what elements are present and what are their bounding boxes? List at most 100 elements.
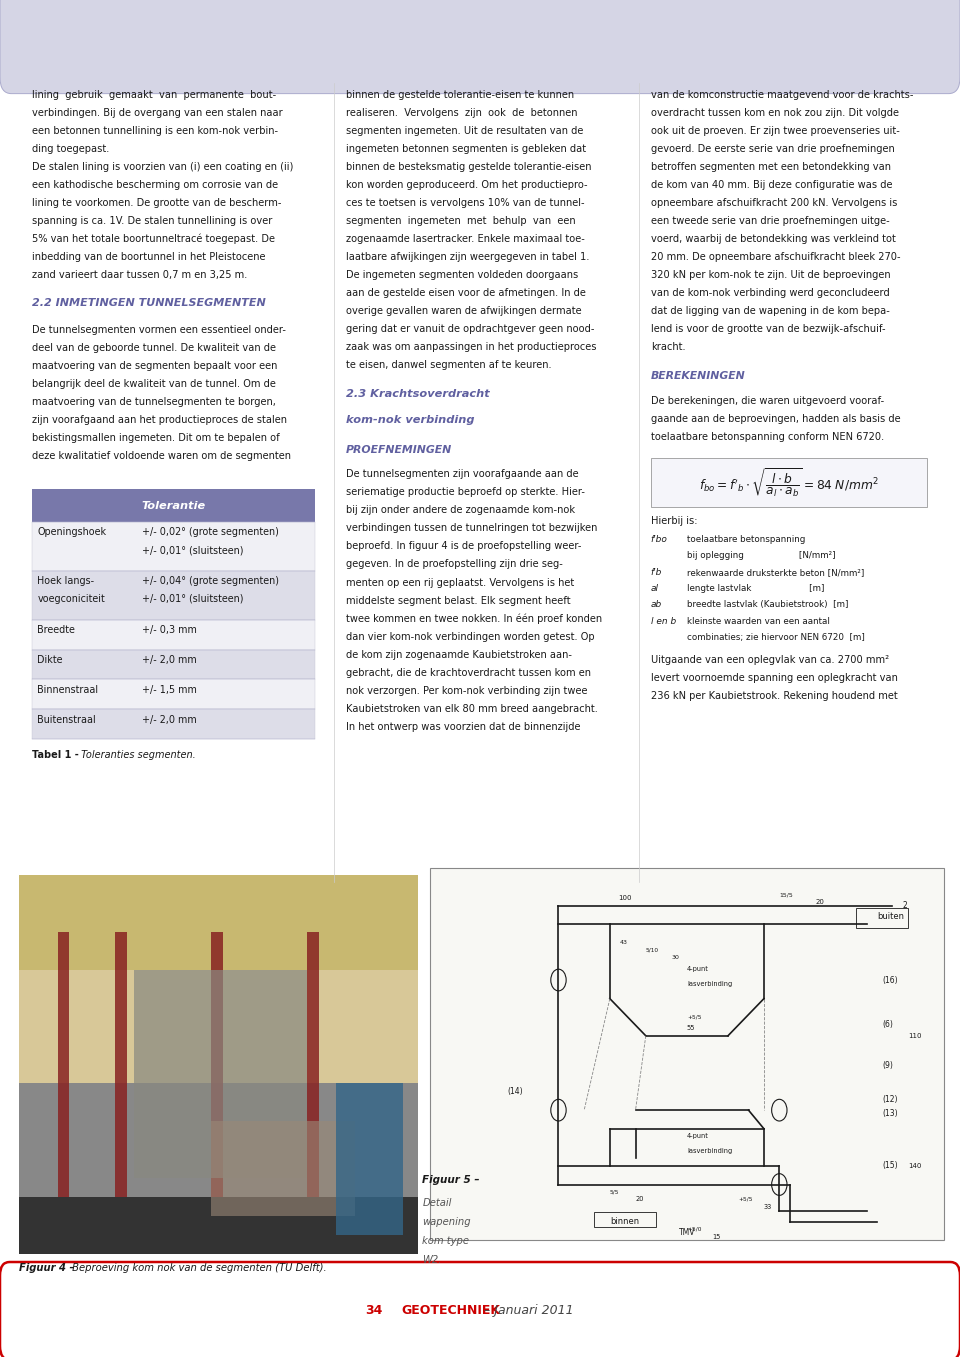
Text: voerd, waarbij de betondekking was verkleind tot: voerd, waarbij de betondekking was verkl…: [651, 233, 896, 244]
Text: (15): (15): [882, 1162, 898, 1171]
Text: +/- 0,02° (grote segmenten): +/- 0,02° (grote segmenten): [142, 528, 279, 537]
Text: +5/5: +5/5: [687, 1015, 702, 1019]
Text: zijn voorafgaand aan het productieproces de stalen: zijn voorafgaand aan het productieproces…: [32, 415, 287, 425]
Bar: [134, 970, 307, 1178]
Text: W2.: W2.: [422, 1255, 442, 1265]
Text: gegeven. In de proefopstelling zijn drie seg-: gegeven. In de proefopstelling zijn drie…: [346, 559, 563, 570]
Bar: [32, 650, 315, 680]
Text: spanning is ca. 1V. De stalen tunnellining is over: spanning is ca. 1V. De stalen tunnellini…: [32, 216, 272, 225]
Text: Openingshoek: Openingshoek: [37, 528, 107, 537]
Text: 100: 100: [618, 896, 632, 901]
Text: beproefd. In figuur 4 is de proefopstelling weer-: beproefd. In figuur 4 is de proefopstell…: [346, 541, 581, 551]
Text: ab: ab: [651, 600, 662, 609]
Text: Toleranties segmenten.: Toleranties segmenten.: [78, 750, 196, 760]
Text: segmenten  ingemeten  met  behulp  van  een: segmenten ingemeten met behulp van een: [346, 216, 575, 225]
Text: binnen de besteksmatig gestelde tolerantie-eisen: binnen de besteksmatig gestelde tolerant…: [346, 161, 591, 172]
Text: Kaubietstroken van elk 80 mm breed aangebracht.: Kaubietstroken van elk 80 mm breed aange…: [346, 704, 597, 714]
Bar: [32, 571, 315, 620]
Bar: [19, 1197, 418, 1254]
Text: nok verzorgen. Per kom-nok verbinding zijn twee: nok verzorgen. Per kom-nok verbinding zi…: [346, 685, 588, 696]
Text: De stalen lining is voorzien van (i) een coating en (ii): De stalen lining is voorzien van (i) een…: [32, 161, 293, 172]
Text: +/- 1,5 mm: +/- 1,5 mm: [142, 685, 197, 695]
Text: De tunnelsegmenten zijn voorafgaande aan de: De tunnelsegmenten zijn voorafgaande aan…: [346, 470, 578, 479]
Text: lining  gebruik  gemaakt  van  permanente  bout-: lining gebruik gemaakt van permanente bo…: [32, 90, 276, 99]
Text: inbedding van de boortunnel in het Pleistocene: inbedding van de boortunnel in het Pleis…: [32, 252, 265, 262]
Text: +/- 0,01° (sluitsteen): +/- 0,01° (sluitsteen): [142, 594, 244, 604]
Text: De tunnelsegmenten vormen een essentieel onder-: De tunnelsegmenten vormen een essentieel…: [32, 324, 286, 335]
Text: +/- 2,0 mm: +/- 2,0 mm: [142, 655, 197, 665]
Bar: [115, 932, 127, 1197]
Text: 30: 30: [671, 955, 680, 961]
Text: 15: 15: [712, 1234, 721, 1239]
Text: al: al: [651, 584, 659, 593]
Text: gaande aan de beproevingen, hadden als basis de: gaande aan de beproevingen, hadden als b…: [651, 414, 900, 423]
Text: lasverbinding: lasverbinding: [687, 1148, 732, 1153]
Text: 33: 33: [764, 1204, 772, 1210]
Text: +5/0: +5/0: [687, 1227, 702, 1232]
Text: Figuur 4 –: Figuur 4 –: [19, 1263, 75, 1273]
Text: – Januari 2011: – Januari 2011: [480, 1304, 574, 1318]
Text: wapening: wapening: [422, 1217, 471, 1227]
Text: van de komconstructie maatgevend voor de krachts-: van de komconstructie maatgevend voor de…: [651, 90, 913, 99]
Text: overige gevallen waren de afwijkingen dermate: overige gevallen waren de afwijkingen de…: [346, 307, 581, 316]
Text: een betonnen tunnellining is een kom-nok verbin-: een betonnen tunnellining is een kom-nok…: [32, 126, 277, 136]
Text: 2: 2: [902, 901, 907, 911]
Bar: [19, 875, 418, 1254]
Text: 236 kN per Kaubietstrook. Rekening houdend met: 236 kN per Kaubietstrook. Rekening houde…: [651, 691, 898, 700]
Text: +/- 0,01° (sluitsteen): +/- 0,01° (sluitsteen): [142, 546, 244, 555]
Text: kleinste waarden van een aantal: kleinste waarden van een aantal: [687, 616, 830, 626]
Text: kon worden geproduceerd. Om het productiepro-: kon worden geproduceerd. Om het producti…: [346, 179, 588, 190]
Text: kracht.: kracht.: [651, 342, 685, 353]
Bar: [430, 868, 944, 1240]
Text: breedte lastvlak (Kaubietstrook)  [m]: breedte lastvlak (Kaubietstrook) [m]: [687, 600, 849, 609]
Text: binnen: binnen: [610, 1217, 639, 1227]
Bar: [211, 932, 223, 1197]
Text: Breedte: Breedte: [37, 626, 75, 635]
Text: overdracht tussen kom en nok zou zijn. Dit volgde: overdracht tussen kom en nok zou zijn. D…: [651, 107, 899, 118]
Bar: [856, 908, 908, 928]
Text: f'b: f'b: [651, 567, 662, 577]
Text: 4-punt: 4-punt: [687, 966, 708, 972]
Text: aan de gestelde eisen voor de afmetingen. In de: aan de gestelde eisen voor de afmetingen…: [346, 288, 586, 299]
Text: 20: 20: [815, 898, 824, 905]
Text: 20: 20: [636, 1197, 644, 1202]
Text: Dikte: Dikte: [37, 655, 63, 665]
FancyBboxPatch shape: [0, 0, 960, 94]
Text: f'bo: f'bo: [651, 535, 668, 544]
Text: Binnenstraal: Binnenstraal: [37, 685, 99, 695]
Text: (16): (16): [882, 976, 898, 985]
Text: Uitgaande van een oplegvlak van ca. 2700 mm²: Uitgaande van een oplegvlak van ca. 2700…: [651, 654, 889, 665]
Text: laatbare afwijkingen zijn weergegeven in tabel 1.: laatbare afwijkingen zijn weergegeven in…: [346, 252, 589, 262]
Bar: [211, 1121, 355, 1216]
Text: realiseren.  Vervolgens  zijn  ook  de  betonnen: realiseren. Vervolgens zijn ook de beton…: [346, 107, 577, 118]
Text: gering dat er vanuit de opdrachtgever geen nood-: gering dat er vanuit de opdrachtgever ge…: [346, 324, 594, 334]
Text: 34: 34: [365, 1304, 382, 1318]
Text: Hoek langs-: Hoek langs-: [37, 577, 95, 586]
Text: ingemeten betonnen segmenten is gebleken dat: ingemeten betonnen segmenten is gebleken…: [346, 144, 586, 153]
Text: (13): (13): [882, 1110, 898, 1118]
Text: de kom zijn zogenaamde Kaubietstroken aan-: de kom zijn zogenaamde Kaubietstroken aa…: [346, 650, 571, 660]
Text: In het ontwerp was voorzien dat de binnenzijde: In het ontwerp was voorzien dat de binne…: [346, 722, 580, 731]
Text: verbindingen tussen de tunnelringen tot bezwijken: verbindingen tussen de tunnelringen tot …: [346, 524, 597, 533]
Text: menten op een rij geplaatst. Vervolgens is het: menten op een rij geplaatst. Vervolgens …: [346, 578, 574, 588]
Text: 15/5: 15/5: [780, 892, 793, 897]
Text: 55: 55: [687, 1026, 695, 1031]
Text: opneembare afschuifkracht 200 kN. Vervolgens is: opneembare afschuifkracht 200 kN. Vervol…: [651, 198, 898, 208]
Text: lend is voor de grootte van de bezwijk-afschuif-: lend is voor de grootte van de bezwijk-a…: [651, 324, 885, 334]
Text: bij oplegging                    [N/mm²]: bij oplegging [N/mm²]: [687, 551, 836, 560]
Text: 2.3 Krachtsoverdracht: 2.3 Krachtsoverdracht: [346, 389, 490, 399]
Text: PROEFNEMINGEN: PROEFNEMINGEN: [346, 445, 452, 455]
Text: $f_{bo} = f'_b \cdot \sqrt{\dfrac{l \cdot b}{a_l \cdot a_b}} = 84 \; N / mm^2$: $f_{bo} = f'_b \cdot \sqrt{\dfrac{l \cdo…: [699, 465, 879, 498]
Text: De ingemeten segmenten voldeden doorgaans: De ingemeten segmenten voldeden doorgaan…: [346, 270, 578, 280]
Text: lengte lastvlak                     [m]: lengte lastvlak [m]: [687, 584, 825, 593]
Bar: [32, 490, 315, 522]
Text: te eisen, danwel segmenten af te keuren.: te eisen, danwel segmenten af te keuren.: [346, 360, 551, 370]
Text: gevoerd. De eerste serie van drie proefnemingen: gevoerd. De eerste serie van drie proefn…: [651, 144, 895, 153]
Text: l en b: l en b: [651, 616, 676, 626]
Text: lining te voorkomen. De grootte van de bescherm-: lining te voorkomen. De grootte van de b…: [32, 198, 281, 208]
Text: bij zijn onder andere de zogenaamde kom-nok: bij zijn onder andere de zogenaamde kom-…: [346, 505, 575, 516]
Text: rekenwaarde druksterkte beton [N/mm²]: rekenwaarde druksterkte beton [N/mm²]: [687, 567, 865, 577]
Text: 140: 140: [908, 1163, 921, 1168]
Text: segmenten ingemeten. Uit de resultaten van de: segmenten ingemeten. Uit de resultaten v…: [346, 126, 583, 136]
Bar: [32, 680, 315, 710]
